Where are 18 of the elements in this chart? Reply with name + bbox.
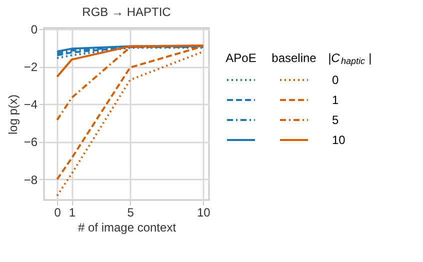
x-axis-title: # of image context — [78, 220, 177, 234]
x-tick-label: 5 — [127, 206, 134, 220]
x-tick-label: 1 — [68, 206, 76, 220]
legend-label: 5 — [332, 113, 339, 127]
text: APoE — [226, 51, 256, 65]
y-tick-label: 0 — [30, 22, 38, 36]
legend-label: 1 — [332, 93, 339, 107]
y-axis-title: log p(x) — [6, 94, 20, 135]
x-tick-label: 10 — [196, 206, 211, 220]
y-tick-label: −4 — [24, 98, 38, 112]
y-tick-label: −2 — [24, 60, 38, 74]
x-tick-label: 0 — [54, 206, 62, 220]
text: baseline — [272, 51, 317, 65]
legend-label: 10 — [332, 133, 346, 147]
y-tick-label: −8 — [24, 172, 38, 187]
legend-label: 0 — [332, 73, 339, 87]
chart-title: RGB → HAPTIC — [82, 4, 172, 19]
y-tick-label: −6 — [24, 135, 38, 150]
